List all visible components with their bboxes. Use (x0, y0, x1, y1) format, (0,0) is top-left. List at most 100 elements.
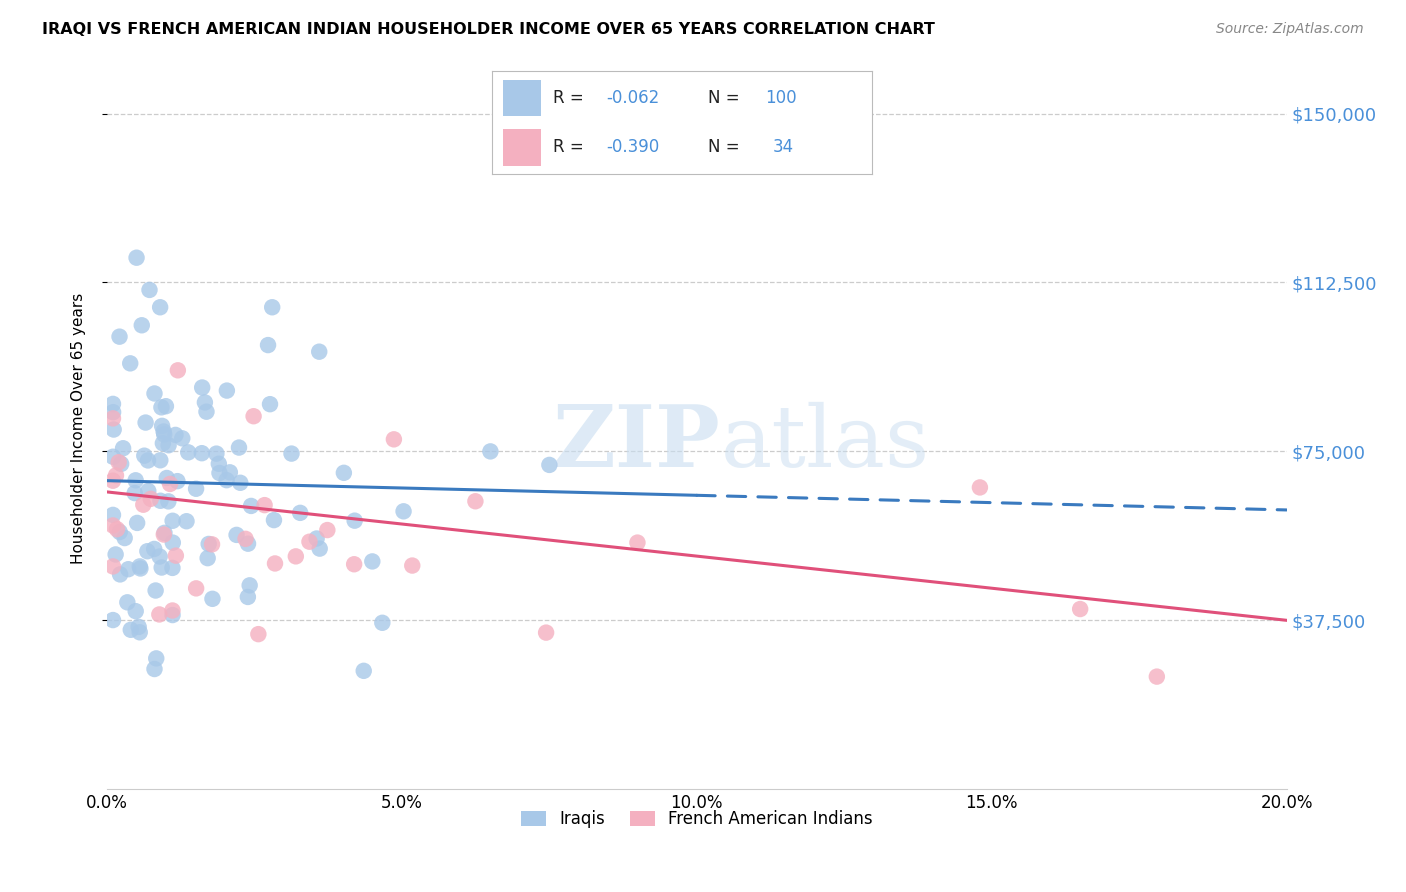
Iraqis (479, 444, 502, 458)
Iraqis (308, 344, 330, 359)
Text: -0.062: -0.062 (606, 89, 659, 107)
Iraqis (101, 613, 124, 627)
Text: 100: 100 (765, 89, 797, 107)
Iraqis (150, 418, 173, 433)
Text: Source: ZipAtlas.com: Source: ZipAtlas.com (1216, 22, 1364, 37)
Iraqis (125, 251, 148, 265)
French American Indians (186, 582, 208, 596)
Iraqis (110, 457, 132, 471)
Iraqis (262, 300, 284, 314)
Iraqis (101, 508, 124, 522)
Iraqis (104, 548, 127, 562)
Iraqis (153, 427, 176, 442)
Text: R =: R = (553, 138, 589, 156)
Iraqis (176, 514, 198, 528)
French American Indians (247, 627, 270, 641)
Iraqis (218, 466, 240, 480)
Iraqis (156, 471, 179, 485)
Iraqis (145, 651, 167, 665)
Iraqis (143, 386, 166, 401)
French American Indians (159, 477, 181, 491)
Iraqis (117, 595, 139, 609)
Iraqis (149, 493, 172, 508)
Iraqis (152, 436, 174, 450)
Iraqis (128, 620, 150, 634)
Iraqis (117, 562, 139, 576)
Iraqis (263, 513, 285, 527)
Iraqis (128, 559, 150, 574)
Iraqis (225, 528, 247, 542)
Iraqis (162, 535, 184, 549)
Iraqis (371, 615, 394, 630)
Iraqis (120, 356, 142, 370)
French American Indians (284, 549, 307, 564)
French American Indians (165, 549, 187, 563)
French American Indians (104, 468, 127, 483)
Iraqis (162, 561, 184, 575)
French American Indians (343, 558, 366, 572)
Iraqis (103, 423, 125, 437)
French American Indians (401, 558, 423, 573)
Y-axis label: Householder Income Over 65 years: Householder Income Over 65 years (72, 293, 86, 565)
Iraqis (152, 425, 174, 439)
Iraqis (149, 453, 172, 467)
French American Indians (148, 607, 170, 622)
French American Indians (242, 409, 264, 424)
Iraqis (236, 537, 259, 551)
Iraqis (108, 567, 131, 582)
Iraqis (162, 608, 184, 623)
Iraqis (112, 442, 135, 456)
Iraqis (101, 405, 124, 419)
Iraqis (280, 447, 302, 461)
Iraqis (184, 482, 207, 496)
French American Indians (316, 523, 339, 537)
French American Indians (132, 498, 155, 512)
Iraqis (145, 583, 167, 598)
Iraqis (172, 431, 194, 445)
Iraqis (194, 395, 217, 409)
Text: -0.390: -0.390 (606, 138, 659, 156)
Iraqis (143, 541, 166, 556)
Iraqis (290, 506, 312, 520)
Text: R =: R = (553, 89, 589, 107)
Iraqis (392, 504, 415, 518)
Iraqis (155, 399, 177, 413)
Iraqis (195, 405, 218, 419)
Iraqis (157, 438, 180, 452)
Bar (503, 79, 541, 117)
Iraqis (125, 604, 148, 618)
French American Indians (101, 474, 124, 488)
French American Indians (298, 534, 321, 549)
Bar (503, 128, 541, 166)
Iraqis (215, 384, 238, 398)
French American Indians (969, 480, 991, 494)
French American Indians (153, 527, 176, 541)
Iraqis (135, 416, 157, 430)
French American Indians (1069, 602, 1091, 616)
Iraqis (191, 446, 214, 460)
French American Indians (382, 433, 405, 447)
Iraqis (236, 590, 259, 604)
Iraqis (166, 474, 188, 488)
Iraqis (153, 525, 176, 540)
Iraqis (136, 453, 159, 467)
Iraqis (538, 458, 561, 472)
Text: N =: N = (709, 89, 745, 107)
Iraqis (197, 551, 219, 566)
Iraqis (165, 428, 187, 442)
Iraqis (353, 664, 375, 678)
Iraqis (149, 549, 172, 564)
French American Indians (201, 537, 224, 551)
Iraqis (124, 486, 146, 500)
Iraqis (240, 499, 263, 513)
French American Indians (253, 498, 276, 512)
Text: ZIP: ZIP (553, 401, 720, 485)
French American Indians (166, 363, 188, 377)
French American Indians (139, 491, 162, 506)
French American Indians (162, 603, 184, 617)
Iraqis (128, 625, 150, 640)
Iraqis (361, 554, 384, 568)
Iraqis (191, 380, 214, 394)
Iraqis (136, 483, 159, 498)
Iraqis (114, 531, 136, 545)
